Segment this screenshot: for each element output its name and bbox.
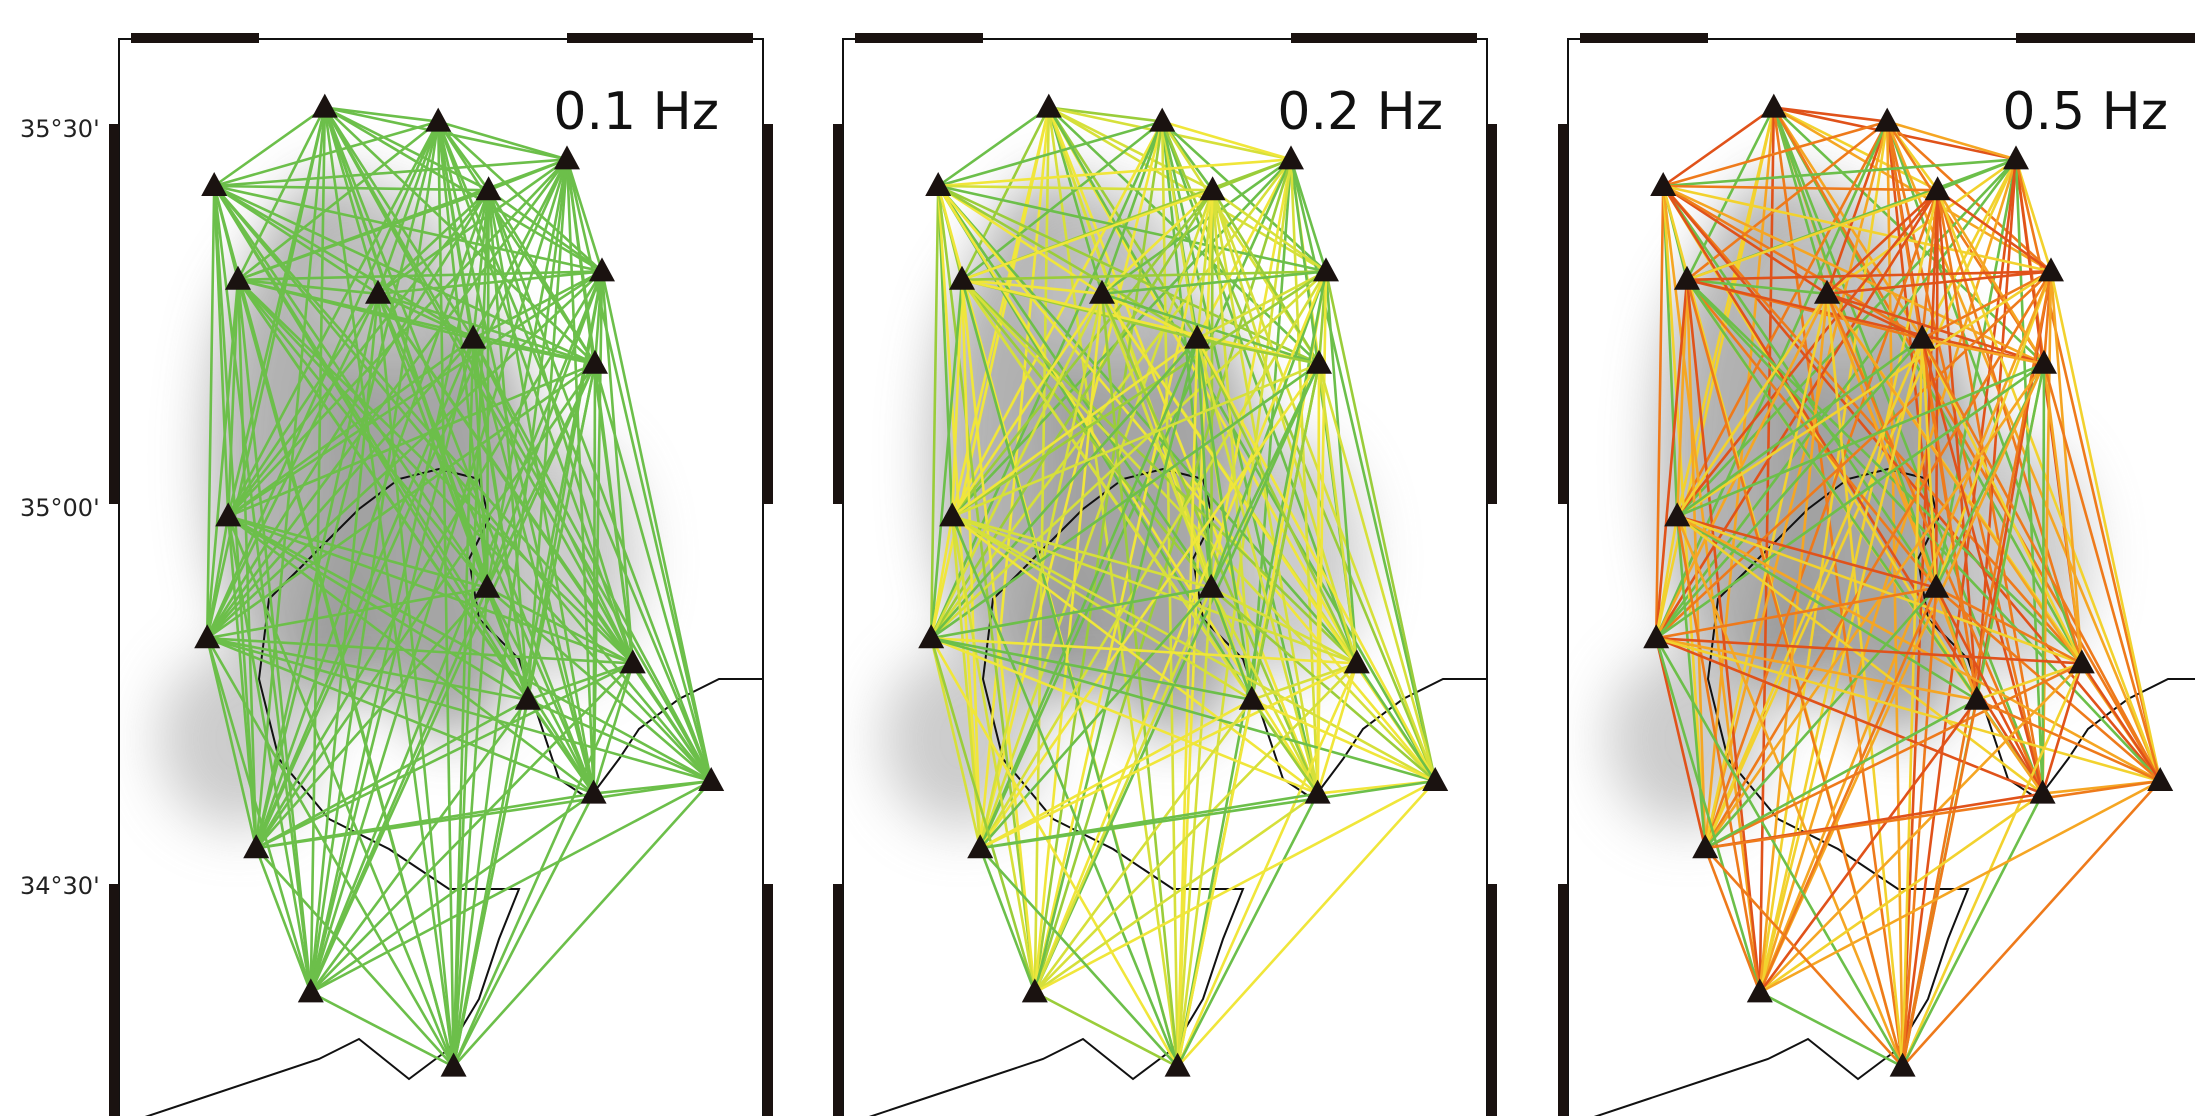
frame-tick <box>763 124 773 504</box>
map-content <box>1568 39 2195 1116</box>
frame-tick <box>1487 884 1497 1116</box>
frequency-label: 0.2 Hz <box>1277 82 1443 142</box>
frame-tick <box>833 884 843 1116</box>
frame-tick <box>131 33 259 43</box>
frequency-label: 0.1 Hz <box>553 82 719 142</box>
frame-tick <box>1580 33 1708 43</box>
frame-tick <box>2016 33 2195 43</box>
frame-tick <box>1558 124 1568 504</box>
frequency-label: 0.5 Hz <box>2002 82 2168 142</box>
map-content <box>119 39 763 1116</box>
frame-tick <box>567 33 753 43</box>
frame-tick <box>1558 884 1568 1116</box>
map-panel: 0.2 Hz <box>833 33 1497 1116</box>
latitude-label: 35°00' <box>20 494 100 522</box>
map-panel: 0.1 Hz <box>109 33 773 1116</box>
figure: 35°30' 35°00' 34°30' 0.1 Hz 0.2 Hz 0.5 Hz <box>0 0 2195 1116</box>
map-panel: 0.5 Hz <box>1558 33 2195 1116</box>
frame-tick <box>1487 124 1497 504</box>
frame-tick <box>1291 33 1477 43</box>
frame-tick <box>855 33 983 43</box>
frame-tick <box>109 124 119 504</box>
map-content <box>843 39 1487 1116</box>
panels: 0.1 Hz 0.2 Hz 0.5 Hz <box>109 33 2195 1116</box>
frame-tick <box>109 884 119 1116</box>
frame-tick <box>763 884 773 1116</box>
latitude-label: 35°30' <box>20 115 100 143</box>
frame-tick <box>833 124 843 504</box>
latitude-label: 34°30' <box>20 872 100 900</box>
